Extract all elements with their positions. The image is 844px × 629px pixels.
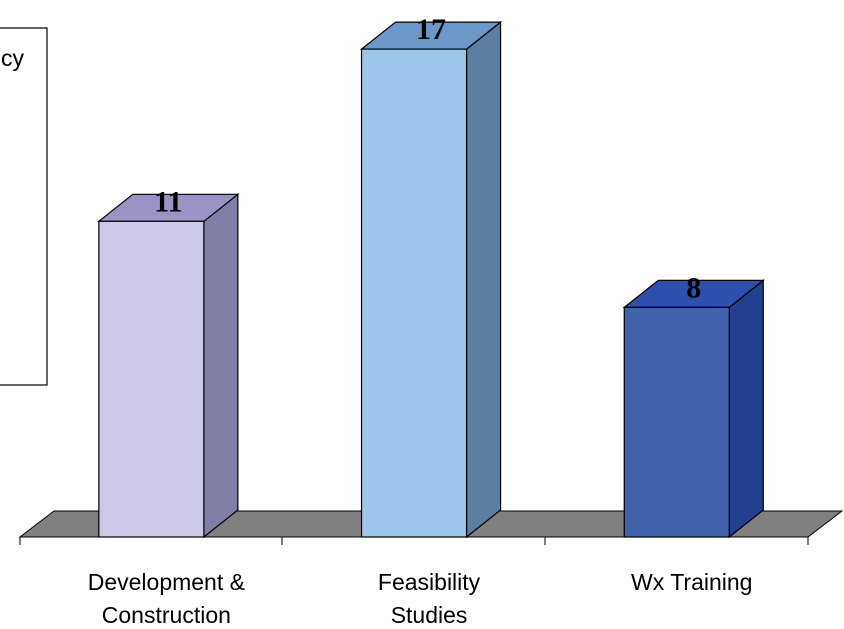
bar: 8	[622, 271, 765, 539]
bars-group: 11 17 8	[97, 13, 765, 539]
data-label: 11	[154, 185, 182, 218]
bar-front	[623, 306, 730, 538]
bar-front	[98, 220, 205, 538]
bar-side	[728, 279, 764, 539]
bar-front	[360, 48, 468, 538]
legend: cy	[0, 27, 48, 386]
bar: 17	[359, 13, 503, 539]
bar: 11	[97, 185, 240, 539]
data-label: 17	[416, 13, 446, 46]
data-label: 8	[686, 271, 701, 304]
x-tick-labels: Development & Construction Feasibility Stud…	[88, 569, 753, 628]
legend-text: cy	[1, 45, 25, 71]
x-tick-label: Development & Construction	[88, 569, 245, 628]
bar-side	[203, 193, 239, 539]
x-tick-label: Feasibility Studies	[378, 569, 481, 628]
x-tick-label: Wx Training	[631, 569, 752, 595]
bar-side	[465, 20, 502, 539]
legend-box	[0, 27, 48, 386]
